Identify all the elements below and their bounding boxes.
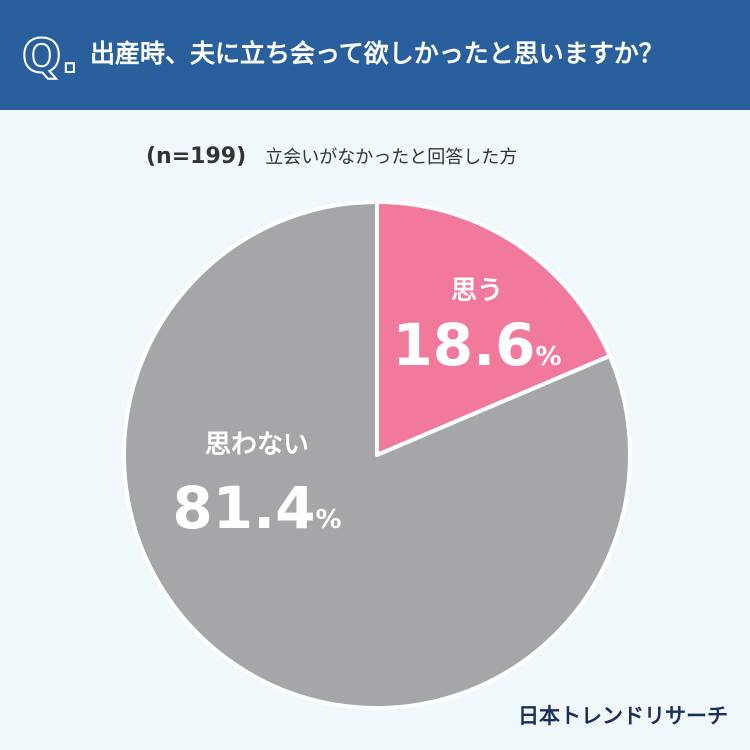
q-letter: Q.	[22, 29, 79, 83]
slice-category-label: 思う	[451, 276, 503, 306]
pie-slice-yes	[375, 200, 612, 457]
subtitle: (n=199) 立会いがなかったと回答した方	[146, 143, 517, 169]
brand-logo: 日本トレンドリサーチ	[518, 704, 728, 728]
question-header: Q. 出産時、夫に立ち会って欲しかったと思いますか？	[0, 0, 750, 110]
slice-value-label: 81.4%	[172, 474, 341, 542]
pie-slices	[122, 200, 632, 710]
question-text: 出産時、夫に立ち会って欲しかったと思いますか？	[90, 39, 664, 68]
slice-category-label: 思わない	[205, 430, 309, 460]
q-badge-icon: Q.	[21, 28, 80, 84]
pie-slice-no	[122, 200, 632, 710]
pie-labels: 思う 18.6% 思わない 81.4%	[172, 276, 561, 542]
slice-value-label: 18.6%	[392, 311, 561, 379]
respondent-description: 立会いがなかったと回答した方	[265, 147, 518, 168]
sample-size-label: (n=199)	[146, 144, 247, 169]
